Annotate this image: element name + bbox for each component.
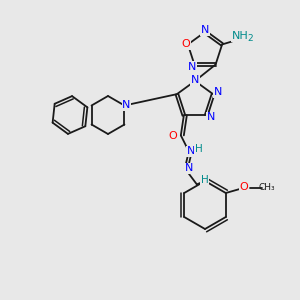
Text: N: N	[191, 75, 199, 85]
Text: N: N	[207, 112, 215, 122]
Text: O: O	[239, 182, 248, 192]
Text: CH₃: CH₃	[259, 182, 275, 191]
Text: O: O	[169, 131, 177, 141]
Text: N: N	[214, 87, 222, 97]
Text: N: N	[184, 164, 193, 173]
Text: N: N	[201, 25, 209, 35]
Text: NH: NH	[232, 32, 248, 41]
Text: O: O	[182, 39, 190, 50]
Text: 2: 2	[247, 34, 253, 43]
Text: N: N	[187, 146, 195, 156]
Text: H: H	[195, 144, 203, 154]
Text: N: N	[188, 61, 196, 72]
Text: N: N	[122, 100, 130, 110]
Text: H: H	[201, 176, 209, 185]
